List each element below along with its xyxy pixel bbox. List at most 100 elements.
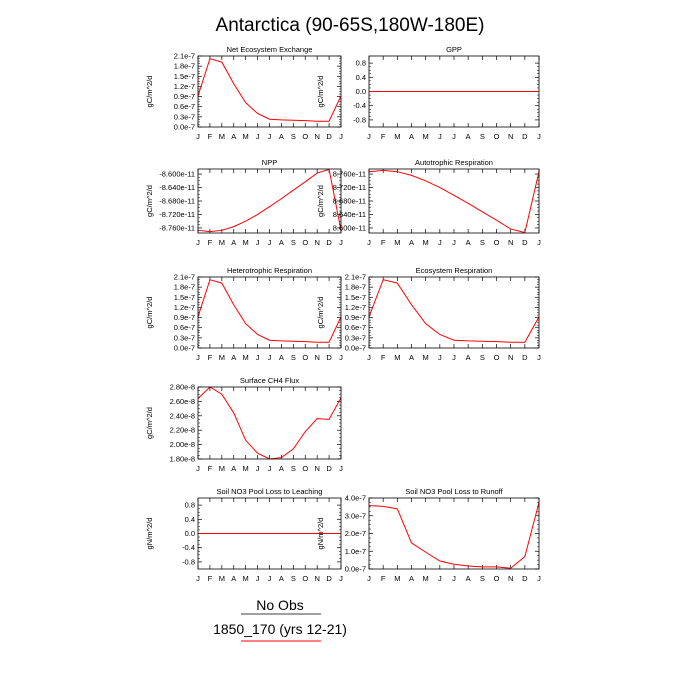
y-tick-label: 8.680e-11 [333, 197, 366, 206]
y-tick-label: 1.2e-7 [174, 82, 195, 91]
x-tick-label: O [302, 574, 308, 583]
x-tick-label: M [219, 132, 225, 141]
x-tick-label: J [256, 132, 260, 141]
x-tick-label: A [231, 464, 236, 473]
x-tick-label: N [314, 353, 319, 362]
y-tick-label: 1.0e-7 [345, 547, 366, 556]
x-tick-label: J [339, 132, 343, 141]
x-tick-label: O [302, 132, 308, 141]
x-tick-label: O [302, 353, 308, 362]
x-tick-label: M [394, 132, 400, 141]
x-tick-label: J [537, 238, 541, 247]
x-tick-label: M [219, 574, 225, 583]
x-tick-label: M [394, 238, 400, 247]
x-tick-label: M [219, 464, 225, 473]
x-tick-label: F [208, 238, 213, 247]
x-tick-label: J [339, 238, 343, 247]
y-tick-label: 8.600e-11 [333, 223, 366, 232]
x-tick-label: M [243, 132, 249, 141]
y-tick-label: 1.8e-7 [345, 283, 366, 292]
x-tick-label: D [326, 353, 332, 362]
y-tick-label: 0.0e-7 [345, 565, 366, 574]
y-tick-label: 0.4 [356, 73, 366, 82]
x-tick-label: S [480, 132, 485, 141]
x-tick-label: S [291, 353, 296, 362]
x-tick-label: F [381, 353, 386, 362]
y-tick-label: 1.2e-7 [345, 303, 366, 312]
x-tick-label: A [231, 132, 236, 141]
x-tick-label: M [394, 353, 400, 362]
x-tick-label: J [452, 238, 456, 247]
series-line [368, 279, 540, 343]
y-tick-label: 0.6e-7 [345, 323, 366, 332]
panel-title: Ecosystem Respiration [416, 266, 493, 275]
y-tick-label: 1.5e-7 [174, 72, 195, 81]
x-tick-label: A [231, 353, 236, 362]
x-tick-label: N [508, 132, 513, 141]
x-tick-label: N [314, 464, 319, 473]
y-tick-label: 0.0 [185, 529, 195, 538]
x-tick-label: J [256, 353, 260, 362]
x-tick-label: J [196, 238, 200, 247]
x-tick-label: J [537, 132, 541, 141]
y-tick-label: 8.760e-11 [333, 170, 366, 179]
panel-net-ecosystem-exchange: Net Ecosystem Exchange gC/m^2/d 0.0e-7 0.3e… [145, 45, 343, 141]
x-tick-label: A [279, 574, 284, 583]
y-tick-label: -8.760e-11 [159, 223, 195, 232]
x-tick-label: N [508, 238, 513, 247]
y-tick-label: 2.40e-8 [170, 411, 195, 420]
legend: No Obs 1850_170 (yrs 12-21) [213, 597, 347, 642]
panel-title: Surface CH4 Flux [240, 376, 299, 385]
series-line [197, 386, 342, 460]
x-tick-label: J [438, 574, 442, 583]
x-tick-label: J [256, 574, 260, 583]
x-tick-label: D [522, 353, 528, 362]
x-tick-label: J [268, 464, 272, 473]
x-tick-label: J [367, 238, 371, 247]
x-tick-label: M [423, 353, 429, 362]
plot-frame [368, 168, 540, 234]
y-tick-label: 0.0e-7 [345, 344, 366, 353]
y-tick-label: -0.8 [182, 557, 195, 566]
x-tick-label: F [381, 574, 386, 583]
plot-frame [197, 55, 342, 128]
panel-title: NPP [262, 158, 277, 167]
x-tick-label: O [302, 464, 308, 473]
x-tick-label: J [452, 353, 456, 362]
panel-title: Soil NO3 Pool Loss to Runoff [405, 487, 503, 496]
y-tick-label: 8.640e-11 [333, 210, 366, 219]
y-axis-label: gC/m^2/d [316, 185, 325, 217]
x-tick-label: J [339, 464, 343, 473]
y-tick-label: 0.8 [185, 501, 195, 510]
x-tick-label: A [466, 238, 471, 247]
y-tick-label: 0.0 [356, 87, 366, 96]
x-tick-label: A [409, 132, 414, 141]
x-tick-label: J [196, 132, 200, 141]
y-axis-label: gN/m^2/d [316, 518, 325, 550]
x-tick-label: J [367, 574, 371, 583]
y-tick-label: 0.9e-7 [345, 313, 366, 322]
y-tick-label: -8.680e-11 [159, 197, 195, 206]
x-tick-label: O [494, 238, 500, 247]
panel-soil-no3-pool-loss-to-runoff: Soil NO3 Pool Loss to Runoff gN/m^2/d 0.0e… [316, 487, 541, 583]
x-tick-label: S [291, 132, 296, 141]
panel-ecosystem-respiration: Ecosystem Respiration gC/m^2/d 0.0e-7 0.3e-… [316, 266, 541, 362]
y-tick-label: 0.0e-7 [174, 123, 195, 132]
x-tick-label: S [480, 353, 485, 362]
x-tick-label: D [326, 574, 332, 583]
x-tick-label: J [438, 132, 442, 141]
y-tick-label: 0.9e-7 [174, 313, 195, 322]
y-tick-label: 3.0e-7 [345, 511, 366, 520]
x-tick-label: M [219, 353, 225, 362]
x-tick-label: D [522, 574, 528, 583]
legend-model-label: 1850_170 (yrs 12-21) [213, 621, 347, 637]
plot-frame [197, 168, 342, 234]
x-tick-label: M [243, 464, 249, 473]
x-tick-label: F [208, 574, 213, 583]
y-axis-label: gC/m^2/d [145, 297, 154, 329]
y-tick-label: -8.600e-11 [159, 170, 195, 179]
y-tick-label: 2.60e-8 [170, 397, 195, 406]
x-tick-label: N [314, 238, 319, 247]
panel-npp: NPP gC/m^2/d -8.760e-11 -8.720e-11 -8.680e-1… [145, 158, 343, 247]
